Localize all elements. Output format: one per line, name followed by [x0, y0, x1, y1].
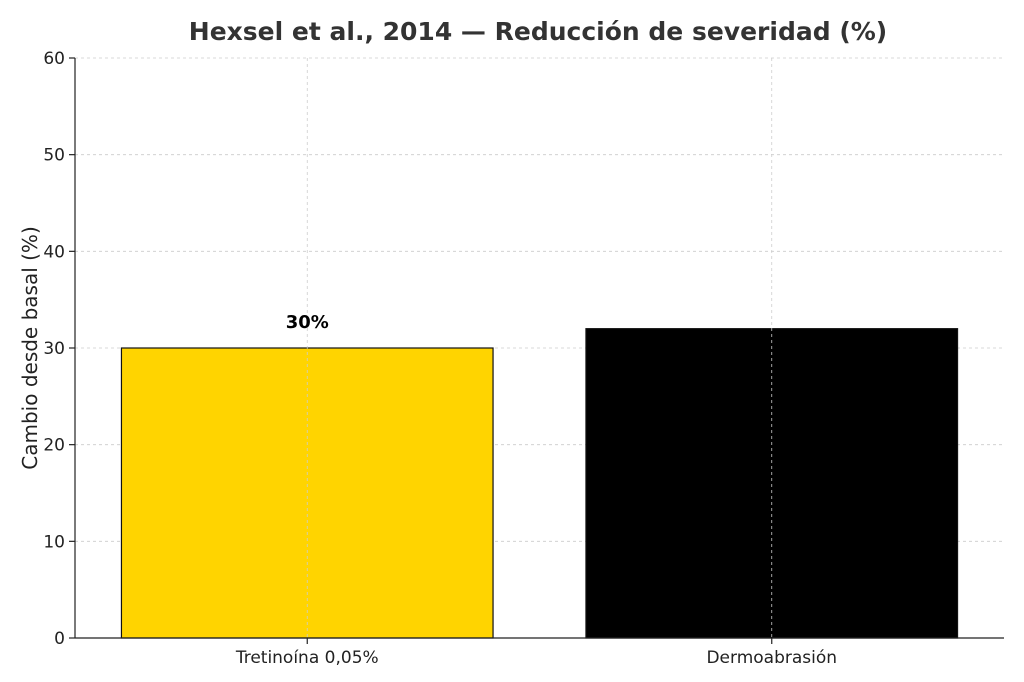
- chart-title: Hexsel et al., 2014 — Reducción de sever…: [189, 17, 887, 46]
- axes: [69, 57, 1004, 644]
- y-tick-label: 0: [54, 629, 65, 649]
- y-tick-label: 20: [43, 436, 65, 456]
- y-tick-label: 10: [43, 532, 65, 552]
- y-axis-label: Cambio desde basal (%): [18, 226, 42, 469]
- y-tick-label: 60: [43, 49, 65, 69]
- tick-labels: 0 10 20 30 40 50 60 Tretinoína 0,05% 30% Dermoabr…: [43, 49, 837, 668]
- y-tick-label: 30: [43, 339, 65, 359]
- x-tick-label: Dermoabrasión: [706, 648, 837, 668]
- y-tick-label: 50: [43, 146, 65, 166]
- bar: [585, 328, 959, 639]
- bars: [120, 58, 959, 639]
- x-tick-label: Tretinoína 0,05%: [235, 648, 379, 668]
- y-tick-label: 40: [43, 242, 65, 262]
- data-label: 30%: [286, 312, 329, 333]
